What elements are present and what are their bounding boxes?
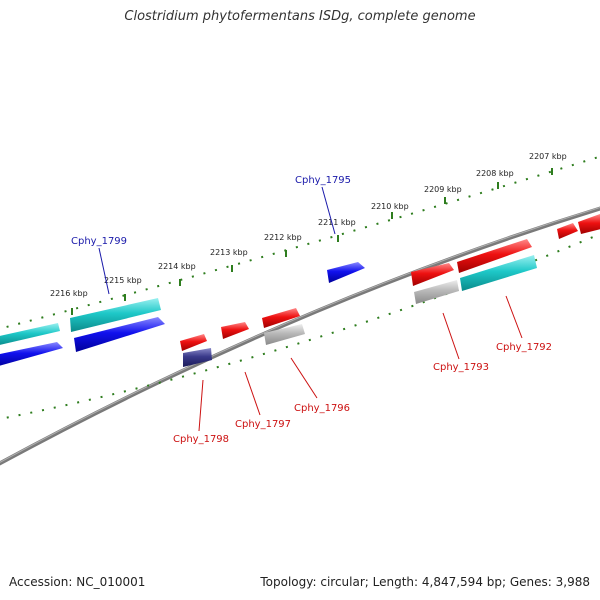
gene-arrow[interactable] <box>74 317 165 352</box>
genome-summary-text: Topology: circular; Length: 4,847,594 bp… <box>260 575 590 589</box>
gene-arrow-cphy-1793[interactable] <box>414 280 459 304</box>
gene-arrow-cphy-1796-gray[interactable] <box>264 324 305 345</box>
kbp-label: 2214 kbp <box>158 262 196 271</box>
gene-label-cphy-1793[interactable]: Cphy_1793 <box>433 362 489 373</box>
kbp-label: 2211 kbp <box>318 218 356 227</box>
kbp-label: 2209 kbp <box>424 185 462 194</box>
major-ticks <box>71 168 553 315</box>
gene-arrow[interactable] <box>0 342 63 367</box>
leader-line-cphy-1797 <box>244 371 261 416</box>
accession-text: Accession: NC_010001 <box>9 575 146 589</box>
kbp-label: 2212 kbp <box>264 233 302 242</box>
gene-labels: Cphy_1795 Cphy_1799 Cphy_1792 Cphy_1793 … <box>71 175 552 445</box>
gene-label-cphy-1799[interactable]: Cphy_1799 <box>71 236 127 247</box>
forward-strand-genes <box>0 214 600 367</box>
gene-label-cphy-1795[interactable]: Cphy_1795 <box>295 175 351 186</box>
gene-arrow[interactable] <box>411 263 454 286</box>
kbp-labels: 2207 kbp 2208 kbp 2209 kbp 2210 kbp 2211… <box>50 152 567 298</box>
gene-arrow[interactable] <box>557 223 578 239</box>
gene-label-cphy-1796[interactable]: Cphy_1796 <box>294 403 350 414</box>
genome-backbone-highlight <box>0 207 600 463</box>
kbp-label: 2208 kbp <box>476 169 514 178</box>
gene-arrow-cphy-1798-purple[interactable] <box>183 348 212 367</box>
kbp-label: 2207 kbp <box>529 152 567 161</box>
kbp-label: 2210 kbp <box>371 202 409 211</box>
map-title: Clostridium phytofermentans ISDg, comple… <box>124 9 476 24</box>
gene-arrow-cphy-1796[interactable] <box>262 308 300 328</box>
gene-label-cphy-1792[interactable]: Cphy_1792 <box>496 342 552 353</box>
gene-arrow[interactable] <box>0 323 60 346</box>
leader-line-cphy-1793 <box>442 312 460 360</box>
gene-arrow[interactable] <box>457 239 532 273</box>
gene-arrow-cphy-1798[interactable] <box>180 334 207 351</box>
leader-line-cphy-1795 <box>321 186 336 235</box>
gene-arrow-cphy-1799[interactable] <box>70 298 161 332</box>
gene-arrow-cphy-1797[interactable] <box>221 322 249 339</box>
kbp-label: 2215 kbp <box>104 276 142 285</box>
gene-arrow-cphy-1795[interactable] <box>327 262 365 283</box>
gene-label-cphy-1797[interactable]: Cphy_1797 <box>235 419 291 430</box>
kbp-label: 2213 kbp <box>210 248 248 257</box>
leader-line-cphy-1799 <box>98 247 110 295</box>
reverse-strand-genes <box>180 255 537 367</box>
gene-arrow-cphy-1792[interactable] <box>460 255 537 291</box>
leader-line-cphy-1796 <box>290 357 318 399</box>
gene-label-cphy-1798[interactable]: Cphy_1798 <box>173 434 229 445</box>
gene-arrow[interactable] <box>578 214 600 234</box>
leader-lines <box>98 186 523 432</box>
leader-line-cphy-1792 <box>505 295 523 339</box>
leader-line-cphy-1798 <box>198 379 204 432</box>
kbp-label: 2216 kbp <box>50 289 88 298</box>
genome-backbone <box>0 206 600 466</box>
